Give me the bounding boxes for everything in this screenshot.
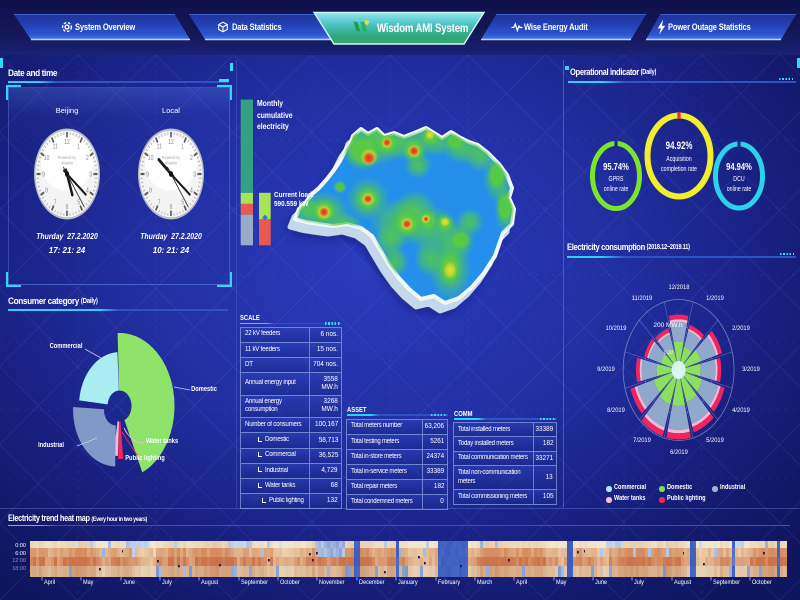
svg-text:6: 6 [66, 204, 69, 211]
svg-text:Wisdom: Wisdom [165, 160, 178, 166]
svg-text:5: 5 [77, 200, 80, 207]
svg-text:8: 8 [45, 188, 48, 195]
svg-text:9: 9 [42, 172, 45, 179]
svg-text:3: 3 [193, 172, 196, 179]
svg-text:2: 2 [86, 156, 89, 163]
svg-text:3: 3 [89, 172, 92, 179]
svg-text:4: 4 [86, 188, 89, 195]
svg-text:10: 10 [148, 156, 154, 163]
svg-text:1: 1 [77, 144, 80, 151]
svg-text:11: 11 [53, 144, 59, 151]
svg-text:6: 6 [170, 204, 173, 211]
svg-text:2: 2 [190, 156, 193, 163]
svg-text:9: 9 [146, 172, 149, 179]
svg-text:Wisdom: Wisdom [61, 160, 74, 166]
svg-text:1: 1 [181, 144, 184, 151]
svg-text:11: 11 [157, 144, 163, 151]
svg-text:Powered by: Powered by [162, 154, 181, 160]
svg-text:7: 7 [54, 200, 57, 207]
svg-text:Powered by: Powered by [58, 154, 77, 160]
svg-text:8: 8 [149, 188, 152, 195]
svg-text:4: 4 [190, 188, 193, 195]
svg-text:7: 7 [158, 200, 161, 207]
svg-text:12: 12 [64, 140, 70, 147]
svg-text:5: 5 [181, 200, 184, 207]
svg-text:12: 12 [168, 140, 174, 147]
svg-text:10: 10 [44, 156, 50, 163]
